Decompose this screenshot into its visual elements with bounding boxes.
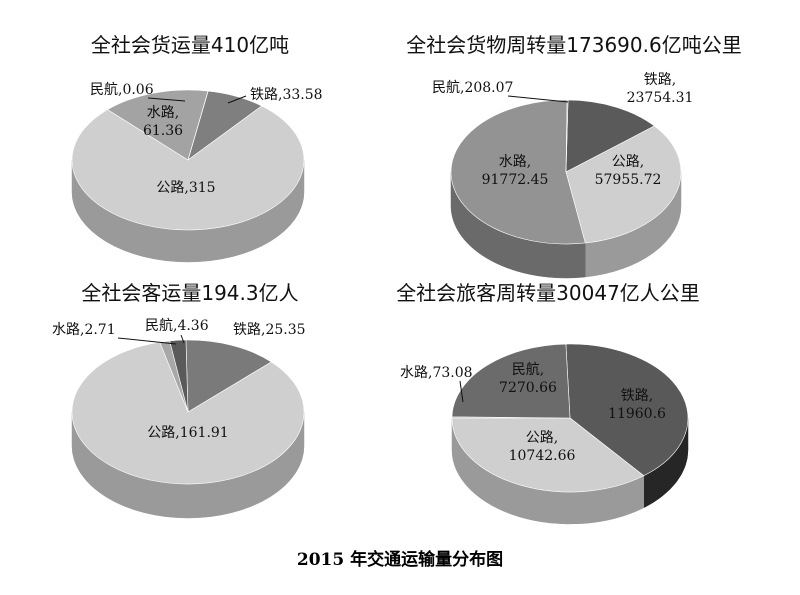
slice-label: 水路,2.71: [52, 322, 116, 338]
leader-line: [227, 95, 247, 104]
slice-label: 铁路,25.35: [233, 322, 306, 338]
slice-label: 民航,0.06: [90, 82, 154, 98]
slice-label: 公路,161.91: [147, 425, 228, 441]
chart-title: 全社会旅客周转量30047亿人公里: [396, 281, 700, 305]
slice-label: 铁路,33.58: [250, 87, 323, 103]
chart-title: 全社会客运量194.3亿人: [81, 281, 298, 305]
leader-line: [180, 334, 185, 344]
pie-slice-民航: [565, 99, 569, 173]
pie-slice-民航: [451, 343, 571, 419]
chart-title: 全社会货运量410亿吨: [91, 33, 289, 57]
slice-label: 铁路, 11960.6: [608, 388, 666, 422]
pie-slice-民航: [187, 90, 209, 161]
leader-line: [459, 380, 464, 403]
leader-line: [117, 337, 177, 345]
slice-label: 公路, 57955.72: [595, 154, 662, 188]
pie-slice-公路: [71, 341, 305, 485]
pie-slice-水路: [106, 89, 209, 161]
chart-title: 全社会货物周转量173690.6亿吨公里: [406, 33, 741, 57]
leader-line: [147, 97, 186, 102]
pie-slice-铁路: [565, 343, 689, 477]
slice-label: 水路, 91772.45: [482, 154, 549, 188]
pie-slice-水路: [450, 99, 586, 245]
slice-label: 铁路, 23754.31: [627, 72, 694, 106]
pie-slice-公路: [565, 125, 682, 244]
slice-label: 民航,208.07: [432, 80, 513, 96]
pie-slice-铁路: [185, 339, 272, 413]
pie-slice-公路: [71, 105, 305, 231]
slice-label: 公路,315: [156, 180, 215, 196]
slice-label: 水路,73.08: [400, 365, 473, 381]
slice-label: 民航, 7270.66: [499, 362, 557, 396]
pie-slice-民航: [169, 339, 189, 413]
slice-label: 公路, 10742.66: [509, 430, 576, 464]
slice-label: 水路, 61.36: [143, 105, 183, 139]
pie-slice-铁路: [565, 99, 655, 173]
leader-line: [507, 95, 569, 103]
slice-label: 民航,4.36: [145, 318, 209, 334]
figure-caption: 2015 年交通运输量分布图: [297, 549, 503, 570]
pie-slice-公路: [451, 417, 645, 493]
